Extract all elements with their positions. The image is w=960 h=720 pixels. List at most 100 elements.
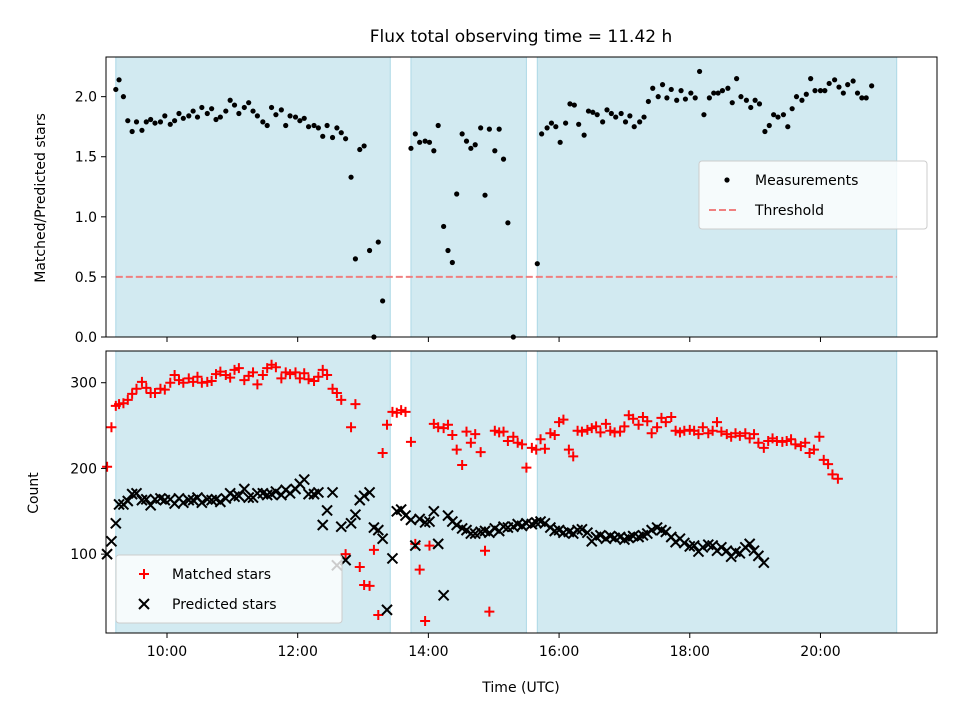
series-measurements-point-105 <box>641 114 647 120</box>
observing-interval-2 <box>536 350 898 634</box>
series-matched-stars-point-59 <box>373 610 384 620</box>
series-measurements-point-59 <box>408 145 414 151</box>
series-matched-stars-point-17 <box>178 377 189 388</box>
series-matched-stars-point-28 <box>229 364 240 375</box>
series-matched-stars-point-93 <box>531 444 542 455</box>
series-matched-stars-point-77 <box>457 460 468 470</box>
series-measurements-point-146 <box>832 77 838 83</box>
series-measurements-point-98 <box>608 110 614 117</box>
series-measurements-point-0 <box>113 86 119 93</box>
series-measurements-point-45 <box>320 133 326 139</box>
series-predicted-stars-point-125 <box>678 537 691 549</box>
series-matched-stars-point-86 <box>498 426 509 437</box>
series-matched-stars-point-157 <box>827 469 838 480</box>
observing-interval-1 <box>410 350 527 634</box>
series-predicted-stars-point-8 <box>136 494 148 506</box>
top-panel: 0.0 0.5 1.0 1.5 2.0 Measurements Threshold <box>75 56 938 346</box>
series-matched-stars-point-0 <box>102 461 113 472</box>
series-measurements-point-53 <box>357 146 363 153</box>
series-measurements-point-29 <box>246 100 252 106</box>
series-measurements-point-133 <box>771 112 777 118</box>
series-measurements-point-109 <box>659 82 666 88</box>
series-predicted-stars-point-2 <box>110 517 122 529</box>
series-matched-stars-point-104 <box>582 424 593 435</box>
series-predicted-stars-point-0 <box>101 548 113 560</box>
series-measurements-point-31 <box>254 113 260 119</box>
series-matched-stars-point-137 <box>734 430 745 441</box>
series-matched-stars-point-94 <box>535 434 546 445</box>
series-matched-stars-point-80 <box>470 429 481 440</box>
series-matched-stars-point-83 <box>484 606 495 617</box>
series-measurements-point-77 <box>492 148 498 154</box>
series-measurements-point-126 <box>738 94 744 100</box>
series-matched-stars-point-100 <box>563 444 574 455</box>
series-measurements-point-61 <box>417 139 423 145</box>
series-measurements-point-3 <box>125 118 131 124</box>
series-matched-stars-point-54 <box>350 399 361 410</box>
series-measurements-point-73 <box>472 142 478 148</box>
series-measurements-point-8 <box>148 116 154 123</box>
series-measurements-point-27 <box>236 110 242 117</box>
series-measurements-point-132 <box>766 122 772 129</box>
series-matched-stars-point-112 <box>619 421 630 432</box>
series-measurements-point-24 <box>223 108 229 114</box>
series-measurements-point-28 <box>241 104 247 111</box>
series-measurements-point-72 <box>468 145 474 151</box>
series-predicted-stars-point-53 <box>345 517 357 529</box>
series-measurements-point-86 <box>553 124 559 130</box>
series-predicted-stars-point-56 <box>358 490 370 502</box>
series-measurements-point-102 <box>627 113 633 119</box>
series-matched-stars-point-43 <box>299 368 310 379</box>
series-measurements-point-118 <box>701 112 707 118</box>
series-measurements-point-125 <box>734 76 740 82</box>
series-matched-stars-point-9 <box>141 382 152 393</box>
series-measurements-point-38 <box>287 113 293 119</box>
series-matched-stars-point-60 <box>377 448 388 458</box>
series-measurements-point-10 <box>157 119 164 125</box>
series-measurements-point-67 <box>445 247 451 254</box>
series-matched-stars-point-48 <box>322 370 333 380</box>
series-measurements-point-94 <box>590 109 596 115</box>
chart-title: Flux total observing time = 11.42 h <box>370 27 673 47</box>
series-matched-stars-point-107 <box>595 427 606 438</box>
series-measurements-point-149 <box>845 82 851 88</box>
series-measurements-point-112 <box>674 97 680 103</box>
x-tick-label-3: 16:00 <box>539 644 579 660</box>
series-measurements-point-144 <box>822 88 828 94</box>
series-measurements-point-113 <box>678 88 684 94</box>
series-predicted-stars-point-62 <box>386 552 399 565</box>
series-measurements-point-6 <box>139 127 145 133</box>
series-predicted-stars-point-21 <box>196 497 208 509</box>
series-matched-stars-point-79 <box>465 437 476 448</box>
series-measurements-point-121 <box>715 90 721 96</box>
series-matched-stars-point-106 <box>591 421 602 432</box>
series-matched-stars-point-147 <box>781 436 792 446</box>
series-matched-stars-point-84 <box>489 425 500 436</box>
x-tick-label-0: 10:00 <box>147 644 187 660</box>
series-measurements-point-40 <box>297 118 303 124</box>
series-matched-stars-point-52 <box>340 549 351 560</box>
x-tick-label-1: 12:00 <box>278 644 318 660</box>
x-axis-label: Time (UTC) <box>481 680 559 696</box>
series-matched-stars-point-68 <box>414 564 425 575</box>
y-tick-label-1: 0.5 <box>75 270 97 286</box>
series-measurements-point-57 <box>375 239 381 245</box>
series-predicted-stars-point-9 <box>140 493 153 505</box>
series-measurements-point-37 <box>283 122 289 129</box>
series-matched-stars-point-6 <box>127 388 138 399</box>
series-matched-stars-point-99 <box>558 414 569 425</box>
series-measurements-point-122 <box>719 88 726 94</box>
series-matched-stars-point-92 <box>526 442 537 453</box>
series-matched-stars-point-78 <box>461 426 472 437</box>
series-measurements-point-13 <box>172 118 178 124</box>
series-matched-stars-point-38 <box>276 373 287 384</box>
series-matched-stars-point-69 <box>420 616 431 626</box>
series-measurements-point-5 <box>133 119 140 125</box>
series-matched-stars-point-108 <box>600 418 611 429</box>
series-matched-stars-point-95 <box>539 443 550 454</box>
series-matched-stars-point-40 <box>285 369 296 380</box>
series-predicted-stars-point-72 <box>432 538 444 550</box>
series-matched-stars-point-33 <box>252 379 263 390</box>
series-measurements-point-55 <box>366 247 373 254</box>
